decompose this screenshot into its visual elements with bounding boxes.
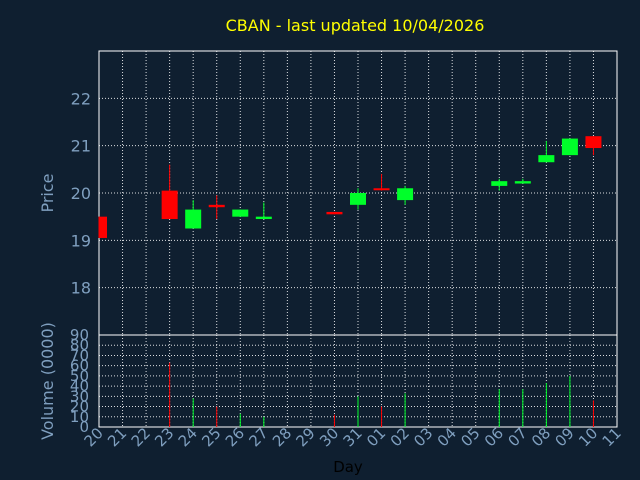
candle-body — [232, 209, 249, 217]
candle-body — [561, 138, 578, 156]
x-tick-label: 31 — [340, 424, 366, 450]
candle-body — [585, 136, 602, 149]
volume-tick-label: 50 — [70, 367, 89, 385]
candle-body — [397, 188, 414, 201]
candle-body — [255, 216, 272, 220]
x-tick-label: 05 — [457, 424, 483, 450]
x-tick-label: 11 — [599, 424, 625, 450]
x-tick-label: 06 — [481, 424, 507, 450]
candle — [255, 202, 272, 220]
volume-bars — [169, 362, 594, 427]
volume-tick-label: 30 — [70, 387, 89, 405]
candle — [561, 138, 578, 156]
candle — [232, 209, 249, 217]
x-tick-label: 02 — [387, 424, 413, 450]
x-tick-label: 04 — [434, 424, 460, 450]
candle-body — [161, 190, 178, 220]
candle-body — [514, 181, 531, 184]
x-tick-label: 03 — [410, 424, 436, 450]
candle-body — [350, 193, 366, 205]
volume-tick-label: 20 — [70, 398, 89, 416]
price-tick-label: 20 — [71, 184, 91, 203]
x-tick-label: 24 — [175, 424, 201, 450]
x-tick-label: 08 — [528, 424, 554, 450]
candle — [161, 164, 178, 220]
volume-tick-label: 0 — [79, 418, 89, 436]
volume-tick-label: 70 — [70, 346, 89, 364]
candles — [98, 136, 602, 238]
x-tick-label: 07 — [504, 424, 530, 450]
volume-tick-label: 10 — [70, 408, 89, 426]
x-tick-label: 22 — [128, 424, 154, 450]
candle — [98, 216, 107, 238]
volume-tick-label: 90 — [70, 326, 89, 344]
x-tick-label: 26 — [222, 424, 248, 450]
x-tick-label: 29 — [293, 424, 319, 450]
x-axis-ticks: 2021222324252627282930310102030405060708… — [81, 424, 625, 450]
x-tick-label: 25 — [198, 424, 224, 450]
price-tick-label: 21 — [71, 137, 91, 156]
x-tick-label: 01 — [363, 424, 389, 450]
candle — [514, 178, 531, 184]
candle — [491, 178, 508, 191]
x-tick-label: 21 — [104, 424, 130, 450]
volume-tick-label: 40 — [70, 377, 89, 395]
volume-axis-label: Volume (0000) — [38, 322, 57, 440]
x-tick-label: 09 — [552, 424, 578, 450]
candle — [350, 188, 366, 210]
x-tick-label: 23 — [151, 424, 177, 450]
price-tick-label: 18 — [71, 279, 91, 298]
candle — [397, 185, 414, 205]
price-axis-ticks: 18 19 20 21 22 — [71, 89, 91, 297]
candle — [585, 136, 602, 156]
candle-body — [185, 209, 202, 229]
candle — [373, 174, 390, 191]
volume-tick-label: 60 — [70, 357, 89, 375]
candle — [185, 200, 202, 229]
candle-body — [491, 181, 508, 186]
candle-body — [326, 211, 343, 215]
x-tick-label: 10 — [575, 424, 601, 450]
x-axis-label: Day — [333, 458, 363, 476]
x-tick-label: 30 — [316, 424, 342, 450]
price-axis-label: Price — [38, 173, 57, 212]
x-tick-label: 27 — [245, 424, 271, 450]
candle-body — [538, 155, 555, 163]
price-tick-label: 22 — [71, 89, 91, 108]
volume-tick-label: 80 — [70, 336, 89, 354]
candle — [208, 195, 225, 220]
chart-title: CBAN - last updated 10/04/2026 — [226, 16, 485, 35]
price-tick-label: 19 — [71, 231, 91, 250]
candle — [538, 140, 555, 163]
candle — [326, 211, 343, 215]
candle-body — [208, 204, 225, 208]
candle-body — [373, 188, 390, 191]
x-tick-label: 28 — [269, 424, 295, 450]
candle-body — [99, 216, 107, 238]
